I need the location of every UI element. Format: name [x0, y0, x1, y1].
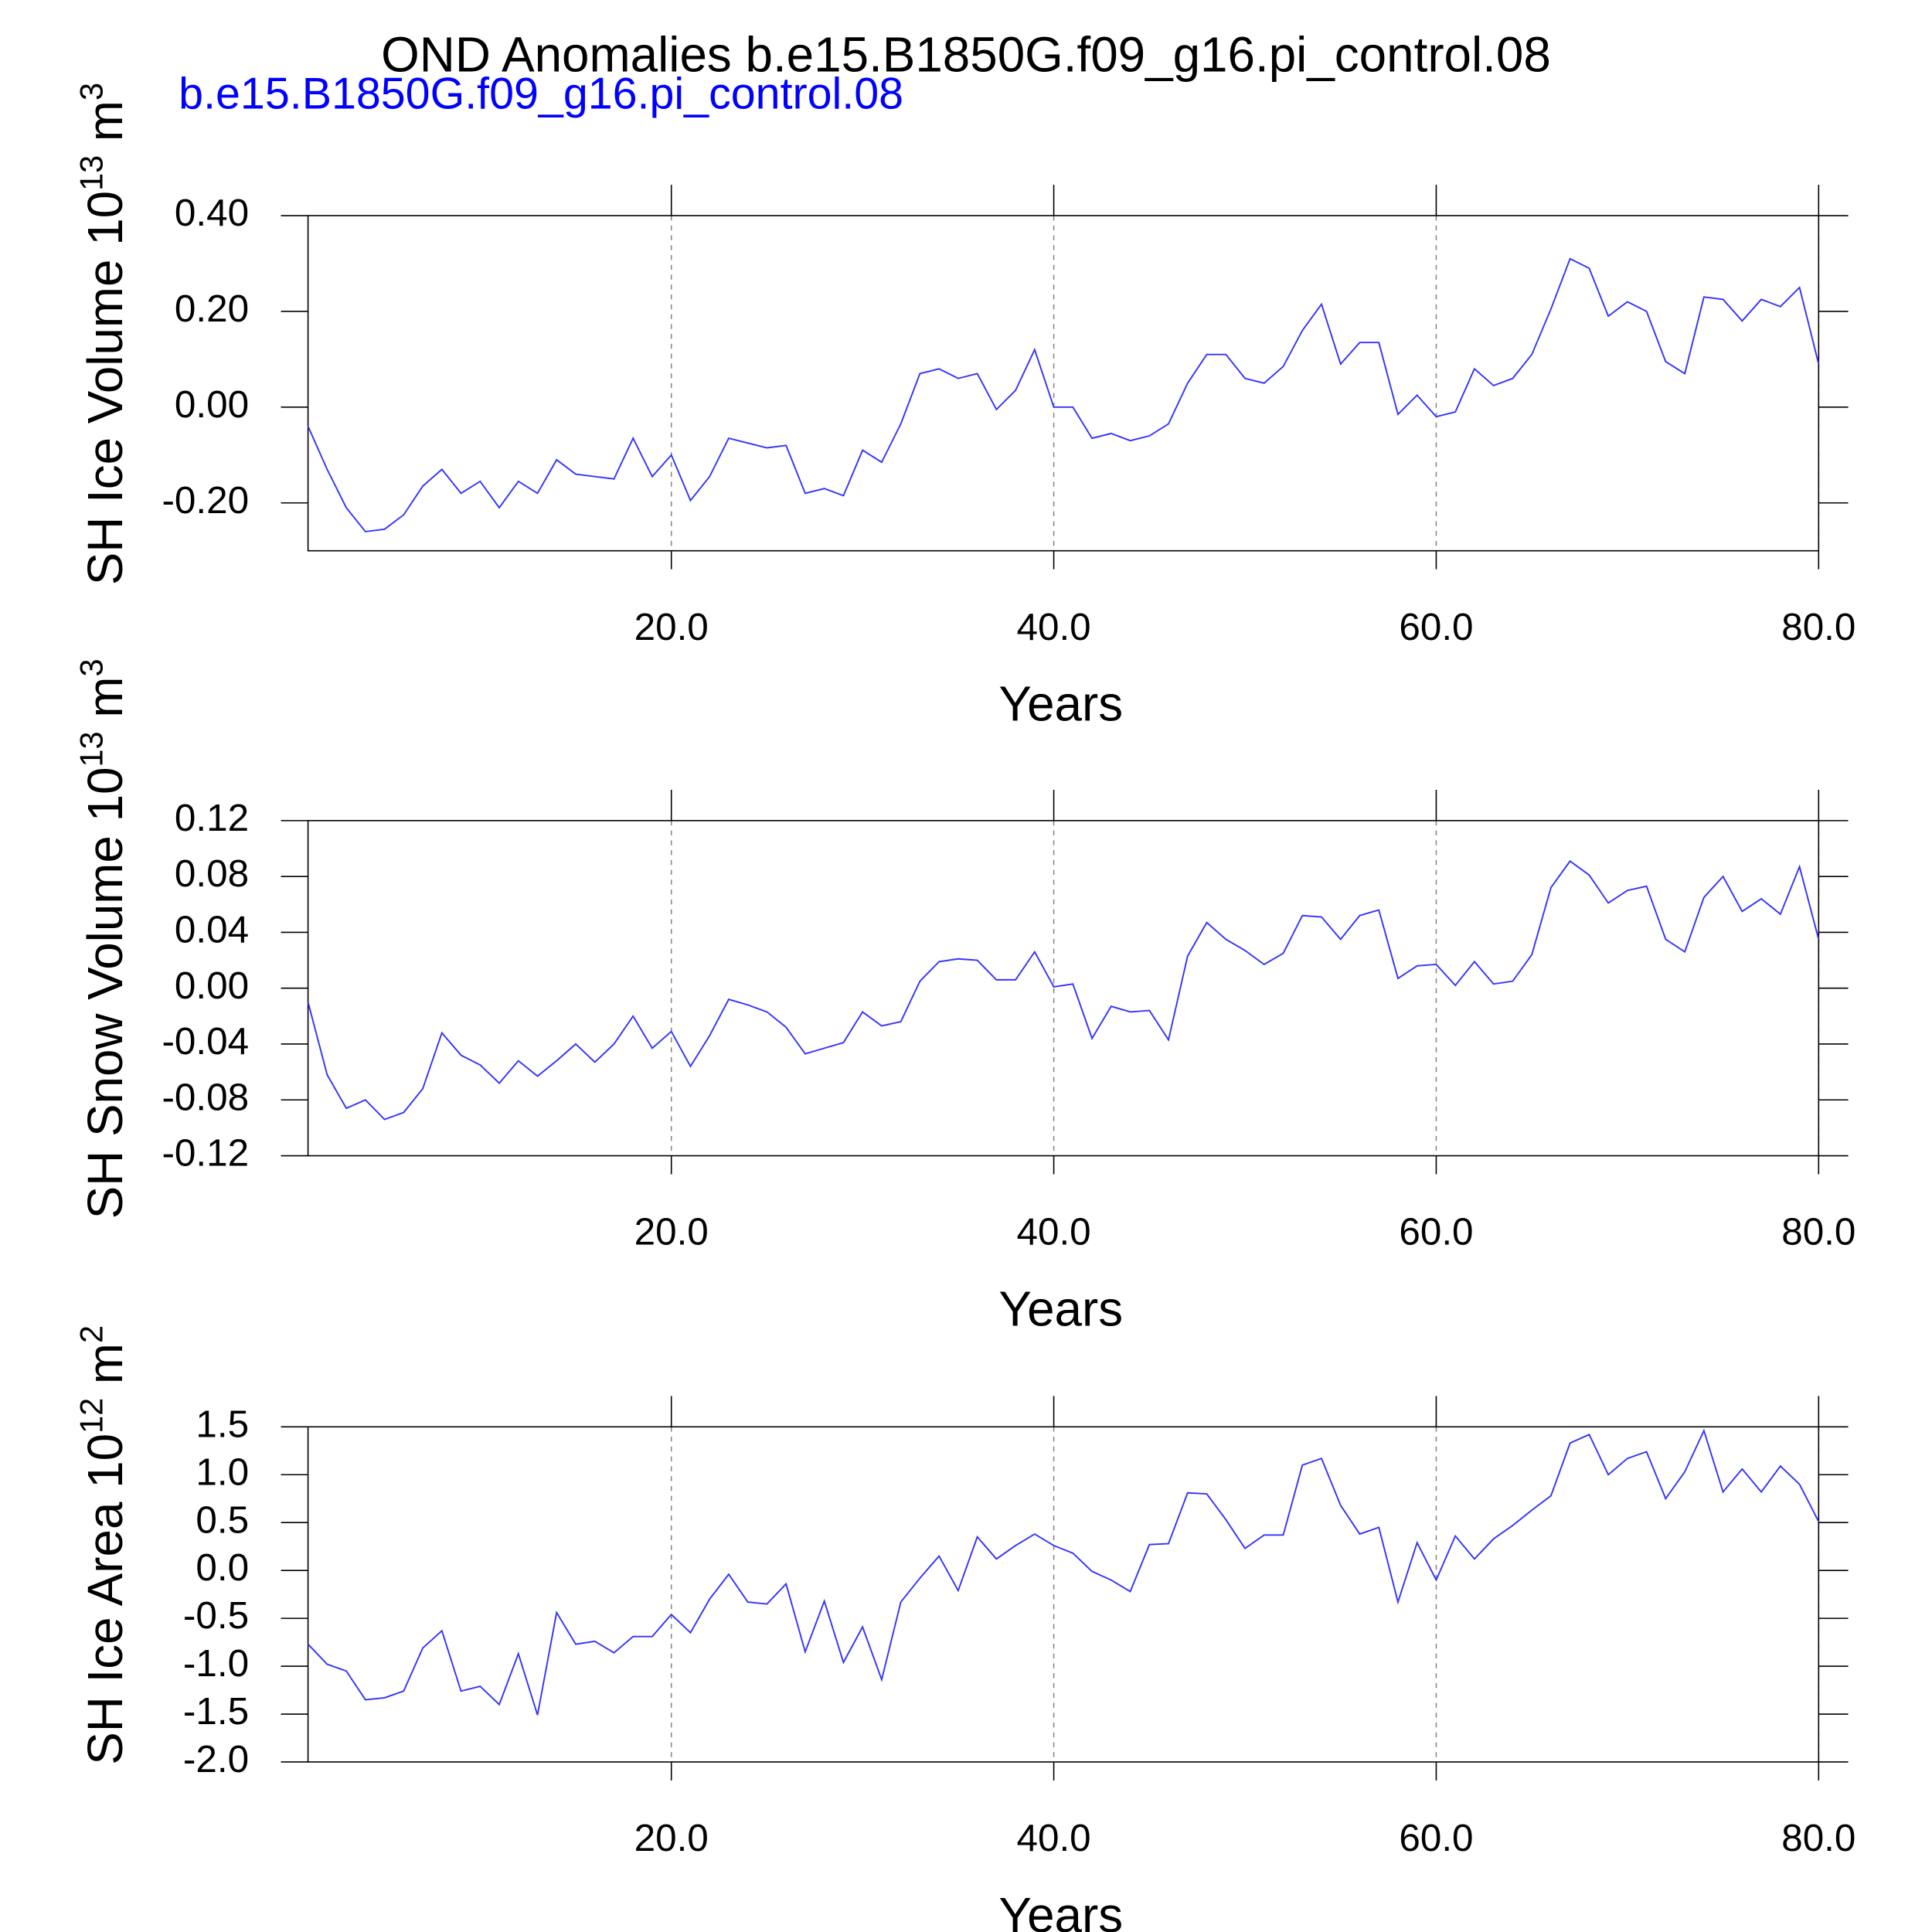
y-tick-label: 0.08: [175, 852, 249, 895]
y-tick-label: -0.5: [183, 1594, 249, 1637]
x-tick-label: 40.0: [1016, 1817, 1090, 1859]
y-label-exponent: 12: [73, 1398, 109, 1434]
x-axis-label: Years: [998, 1281, 1123, 1337]
y-label-text: SH Snow Volume 10: [77, 767, 133, 1219]
y-label-unit: m: [77, 1343, 133, 1398]
x-tick-label: 60.0: [1399, 1211, 1473, 1253]
chart-title: OND Anomalies b.e15.B1850G.f09_g16.pi_co…: [381, 26, 1551, 82]
y-tick-label: -0.12: [162, 1132, 249, 1175]
y-tick-label: -1.0: [183, 1642, 249, 1685]
x-tick-label: 80.0: [1781, 1817, 1855, 1859]
y-label-unit-exponent: 3: [73, 659, 109, 677]
x-tick-label: 80.0: [1781, 1211, 1855, 1253]
plot-frame: [307, 215, 1820, 552]
y-label-text: SH Ice Volume 10: [77, 191, 133, 585]
y-tick-label: -0.04: [162, 1020, 249, 1063]
y-label-exponent: 13: [73, 731, 109, 767]
x-tick-label: 40.0: [1016, 1211, 1090, 1253]
x-tick-label: 60.0: [1399, 606, 1473, 648]
plot-frame: [307, 820, 1820, 1157]
x-tick-label: 80.0: [1781, 606, 1855, 648]
y-tick-label: 0.0: [196, 1546, 249, 1589]
chart-subtitle: b.e15.B1850G.f09_g16.pi_control.08: [179, 69, 903, 118]
y-tick-label: 0.40: [175, 192, 249, 234]
y-label-unit-exponent: 2: [73, 1325, 109, 1343]
y-label-text: SH Ice Area 10: [77, 1434, 133, 1765]
data-line: [307, 859, 1820, 1121]
y-tick-label: -0.08: [162, 1076, 249, 1118]
y-tick-label: -1.5: [183, 1690, 249, 1733]
y-tick-label: 0.12: [175, 797, 249, 839]
y-tick-label: -0.20: [162, 479, 249, 522]
y-tick-label: -2.0: [183, 1738, 249, 1781]
y-label-unit: m: [77, 100, 133, 155]
x-tick-label: 20.0: [634, 1817, 709, 1859]
y-tick-label: 1.0: [196, 1451, 249, 1493]
y-tick-label: 0.04: [175, 908, 249, 951]
x-axis-label: Years: [998, 676, 1123, 732]
y-tick-label: 0.5: [196, 1498, 249, 1541]
y-axis-label: SH Ice Area 1012 m2: [73, 1325, 133, 1765]
x-tick-label: 20.0: [634, 606, 709, 648]
y-label-exponent: 13: [73, 155, 109, 191]
y-tick-label: 0.20: [175, 287, 249, 330]
y-tick-label: 0.00: [175, 383, 249, 426]
x-tick-label: 60.0: [1399, 1817, 1473, 1859]
y-axis-label: SH Ice Volume 1013 m3: [73, 83, 133, 585]
data-line: [307, 1428, 1820, 1716]
y-label-unit-exponent: 3: [73, 83, 109, 100]
data-line: [307, 257, 1820, 532]
y-tick-label: 0.00: [175, 964, 249, 1007]
y-tick-label: 1.5: [196, 1403, 249, 1445]
x-tick-label: 20.0: [634, 1211, 709, 1253]
y-axis-label: SH Snow Volume 1013 m3: [73, 659, 133, 1219]
x-axis-label: Years: [998, 1887, 1123, 1932]
y-label-unit: m: [77, 677, 133, 732]
x-tick-label: 40.0: [1016, 606, 1090, 648]
plot-frame: [307, 1426, 1820, 1763]
